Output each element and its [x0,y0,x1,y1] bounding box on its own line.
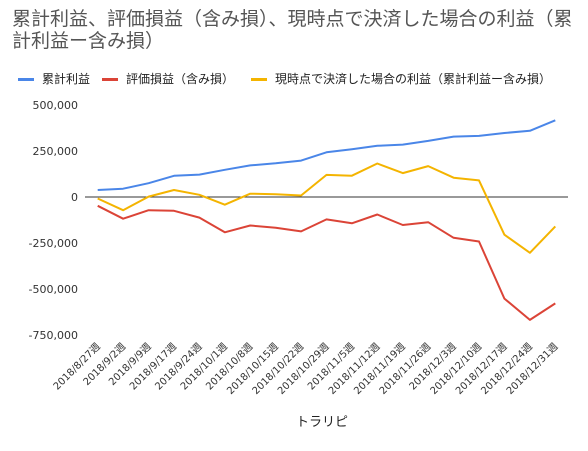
legend-label-unrealized-pl: 評価損益（含み損） [126,72,235,86]
chart-title: 累計利益、評価損益（含み損）、現時点で決済した場合の利益（累計利益ー含み損） [12,8,573,52]
series-line-0 [97,119,556,191]
series-lines [97,119,557,321]
y-axis-ticks: 500,000 250,000 0 -250,000 -500,000 -750,000 [29,99,78,342]
y-tick-label: -750,000 [29,329,78,342]
y-tick-label: 250,000 [33,145,79,158]
legend-swatch-unrealized-pl [102,78,118,81]
y-tick-label: 500,000 [33,99,79,112]
legend-label-settled-profit: 現時点で決済した場合の利益（累計利益ー含み損） [275,72,552,86]
x-axis-label: トラリピ [296,415,348,430]
y-tick-label: 0 [71,191,78,204]
series-line-2 [97,162,557,254]
x-axis-ticks: 2018/8/27週2018/9/2週2018/9/9週2018/9/17週20… [51,341,560,397]
legend-swatch-settled-profit [251,78,267,81]
legend-label-cumulative-profit: 累計利益 [42,72,91,86]
y-tick-label: -500,000 [29,283,78,296]
series-line-1 [97,204,556,321]
legend-swatch-cumulative-profit [18,78,34,81]
y-tick-label: -250,000 [29,237,78,250]
